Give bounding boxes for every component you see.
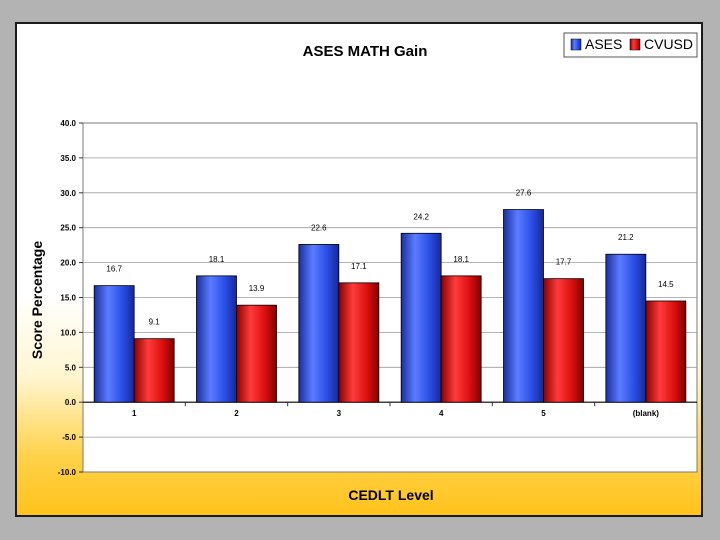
bar-cvusd-3: [338, 282, 380, 403]
bar-ases-4: [400, 232, 442, 403]
y-axis: 40.0 35.0 30.0 25.0 20.0 15.0 10.0 5.0 0.0 -5.0 -1…: [58, 119, 83, 477]
y-tick-label: 35.0: [60, 154, 76, 163]
bar-label-ases-3: 22.6: [311, 223, 327, 232]
bar-cvusd-2: [236, 304, 277, 403]
bar-ases-3: [298, 244, 340, 403]
bar-ases-blank: [605, 253, 647, 403]
y-tick-label: 20.0: [60, 259, 76, 268]
bar-cvusd-1: [133, 338, 175, 403]
y-tick-label: 5.0: [65, 363, 77, 372]
x-tick-label: 4: [439, 409, 444, 418]
bar-label-ases-blank: 21.2: [618, 233, 634, 242]
bar-label-cvusd-3: 17.1: [351, 262, 367, 271]
bar-ases-5: [503, 209, 544, 403]
bar-label-cvusd-4: 18.1: [453, 255, 469, 264]
legend-label-cvusd: CVUSD: [644, 36, 693, 52]
bar-label-cvusd-2: 13.9: [249, 284, 265, 293]
chart-title: ASES MATH Gain: [303, 43, 428, 60]
y-axis-title: Score Percentage: [29, 241, 45, 359]
bar-cvusd-blank: [645, 300, 687, 403]
x-tick-label: 1: [132, 409, 137, 418]
bar-label-cvusd-blank: 14.5: [658, 280, 674, 289]
y-tick-label: -5.0: [62, 433, 76, 442]
data-labels: 16.7 9.1 18.1 13.9 22.6 17.1 24.2 18.1 27.6 17.7 2…: [106, 189, 674, 327]
x-tick-label: 3: [337, 409, 342, 418]
y-tick-label: 10.0: [60, 328, 76, 337]
legend-label-ases: ASES: [585, 36, 622, 52]
y-tick-label: 30.0: [60, 189, 76, 198]
y-tick-label: 0.0: [65, 398, 77, 407]
x-axis: 1 2 3 4 5 (blank): [132, 402, 659, 418]
y-tick-label: 25.0: [60, 224, 76, 233]
legend: ASES CVUSD: [563, 32, 698, 58]
bar-ases-2: [196, 275, 237, 403]
bar-cvusd-4: [440, 275, 482, 403]
y-tick-label: 15.0: [60, 294, 76, 303]
bar-label-cvusd-1: 9.1: [149, 318, 161, 327]
bar-label-ases-5: 27.6: [516, 189, 532, 198]
x-tick-label: 5: [541, 409, 546, 418]
y-tick-label: 40.0: [60, 119, 76, 128]
legend-swatch-cvusd: [629, 38, 641, 51]
x-axis-title: CEDLT Level: [348, 487, 433, 503]
bars: [93, 209, 687, 403]
x-tick-label: (blank): [633, 409, 660, 418]
bar-label-ases-2: 18.1: [209, 255, 225, 264]
bar-label-ases-1: 16.7: [106, 265, 122, 274]
legend-swatch-ases: [570, 38, 582, 51]
bar-cvusd-5: [543, 278, 584, 403]
bar-label-ases-4: 24.2: [413, 212, 429, 221]
y-tick-label: -10.0: [58, 468, 77, 477]
bar-ases-1: [93, 285, 135, 403]
x-tick-label: 2: [234, 409, 239, 418]
bar-label-cvusd-5: 17.7: [556, 258, 572, 267]
